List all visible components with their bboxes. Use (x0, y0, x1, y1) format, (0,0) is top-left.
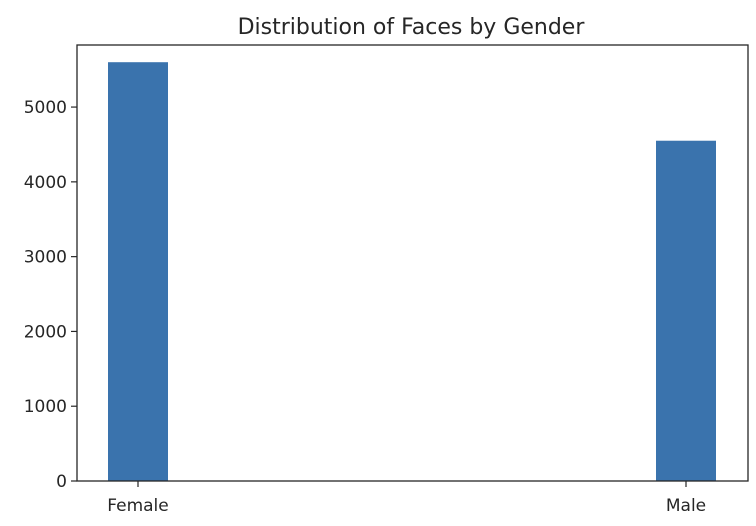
y-tick-label: 4000 (24, 173, 67, 193)
y-tick-label: 1000 (24, 397, 67, 417)
y-tick-label: 2000 (24, 322, 67, 342)
x-tick-label-male: Male (666, 496, 706, 516)
bar-group (108, 62, 716, 482)
x-tick-label-female: Female (107, 496, 168, 516)
y-tick-label: 5000 (24, 98, 67, 118)
bar-female (108, 62, 168, 482)
y-tick-label: 0 (56, 472, 67, 492)
y-axis-ticks: 0 1000 2000 3000 4000 5000 (24, 98, 77, 492)
y-tick-label: 3000 (24, 248, 67, 268)
x-axis-ticks: Female Male (107, 481, 706, 516)
plot-frame (76, 44, 749, 482)
bar-male (656, 140, 716, 481)
chart-title: Distribution of Faces by Gender (238, 15, 586, 40)
